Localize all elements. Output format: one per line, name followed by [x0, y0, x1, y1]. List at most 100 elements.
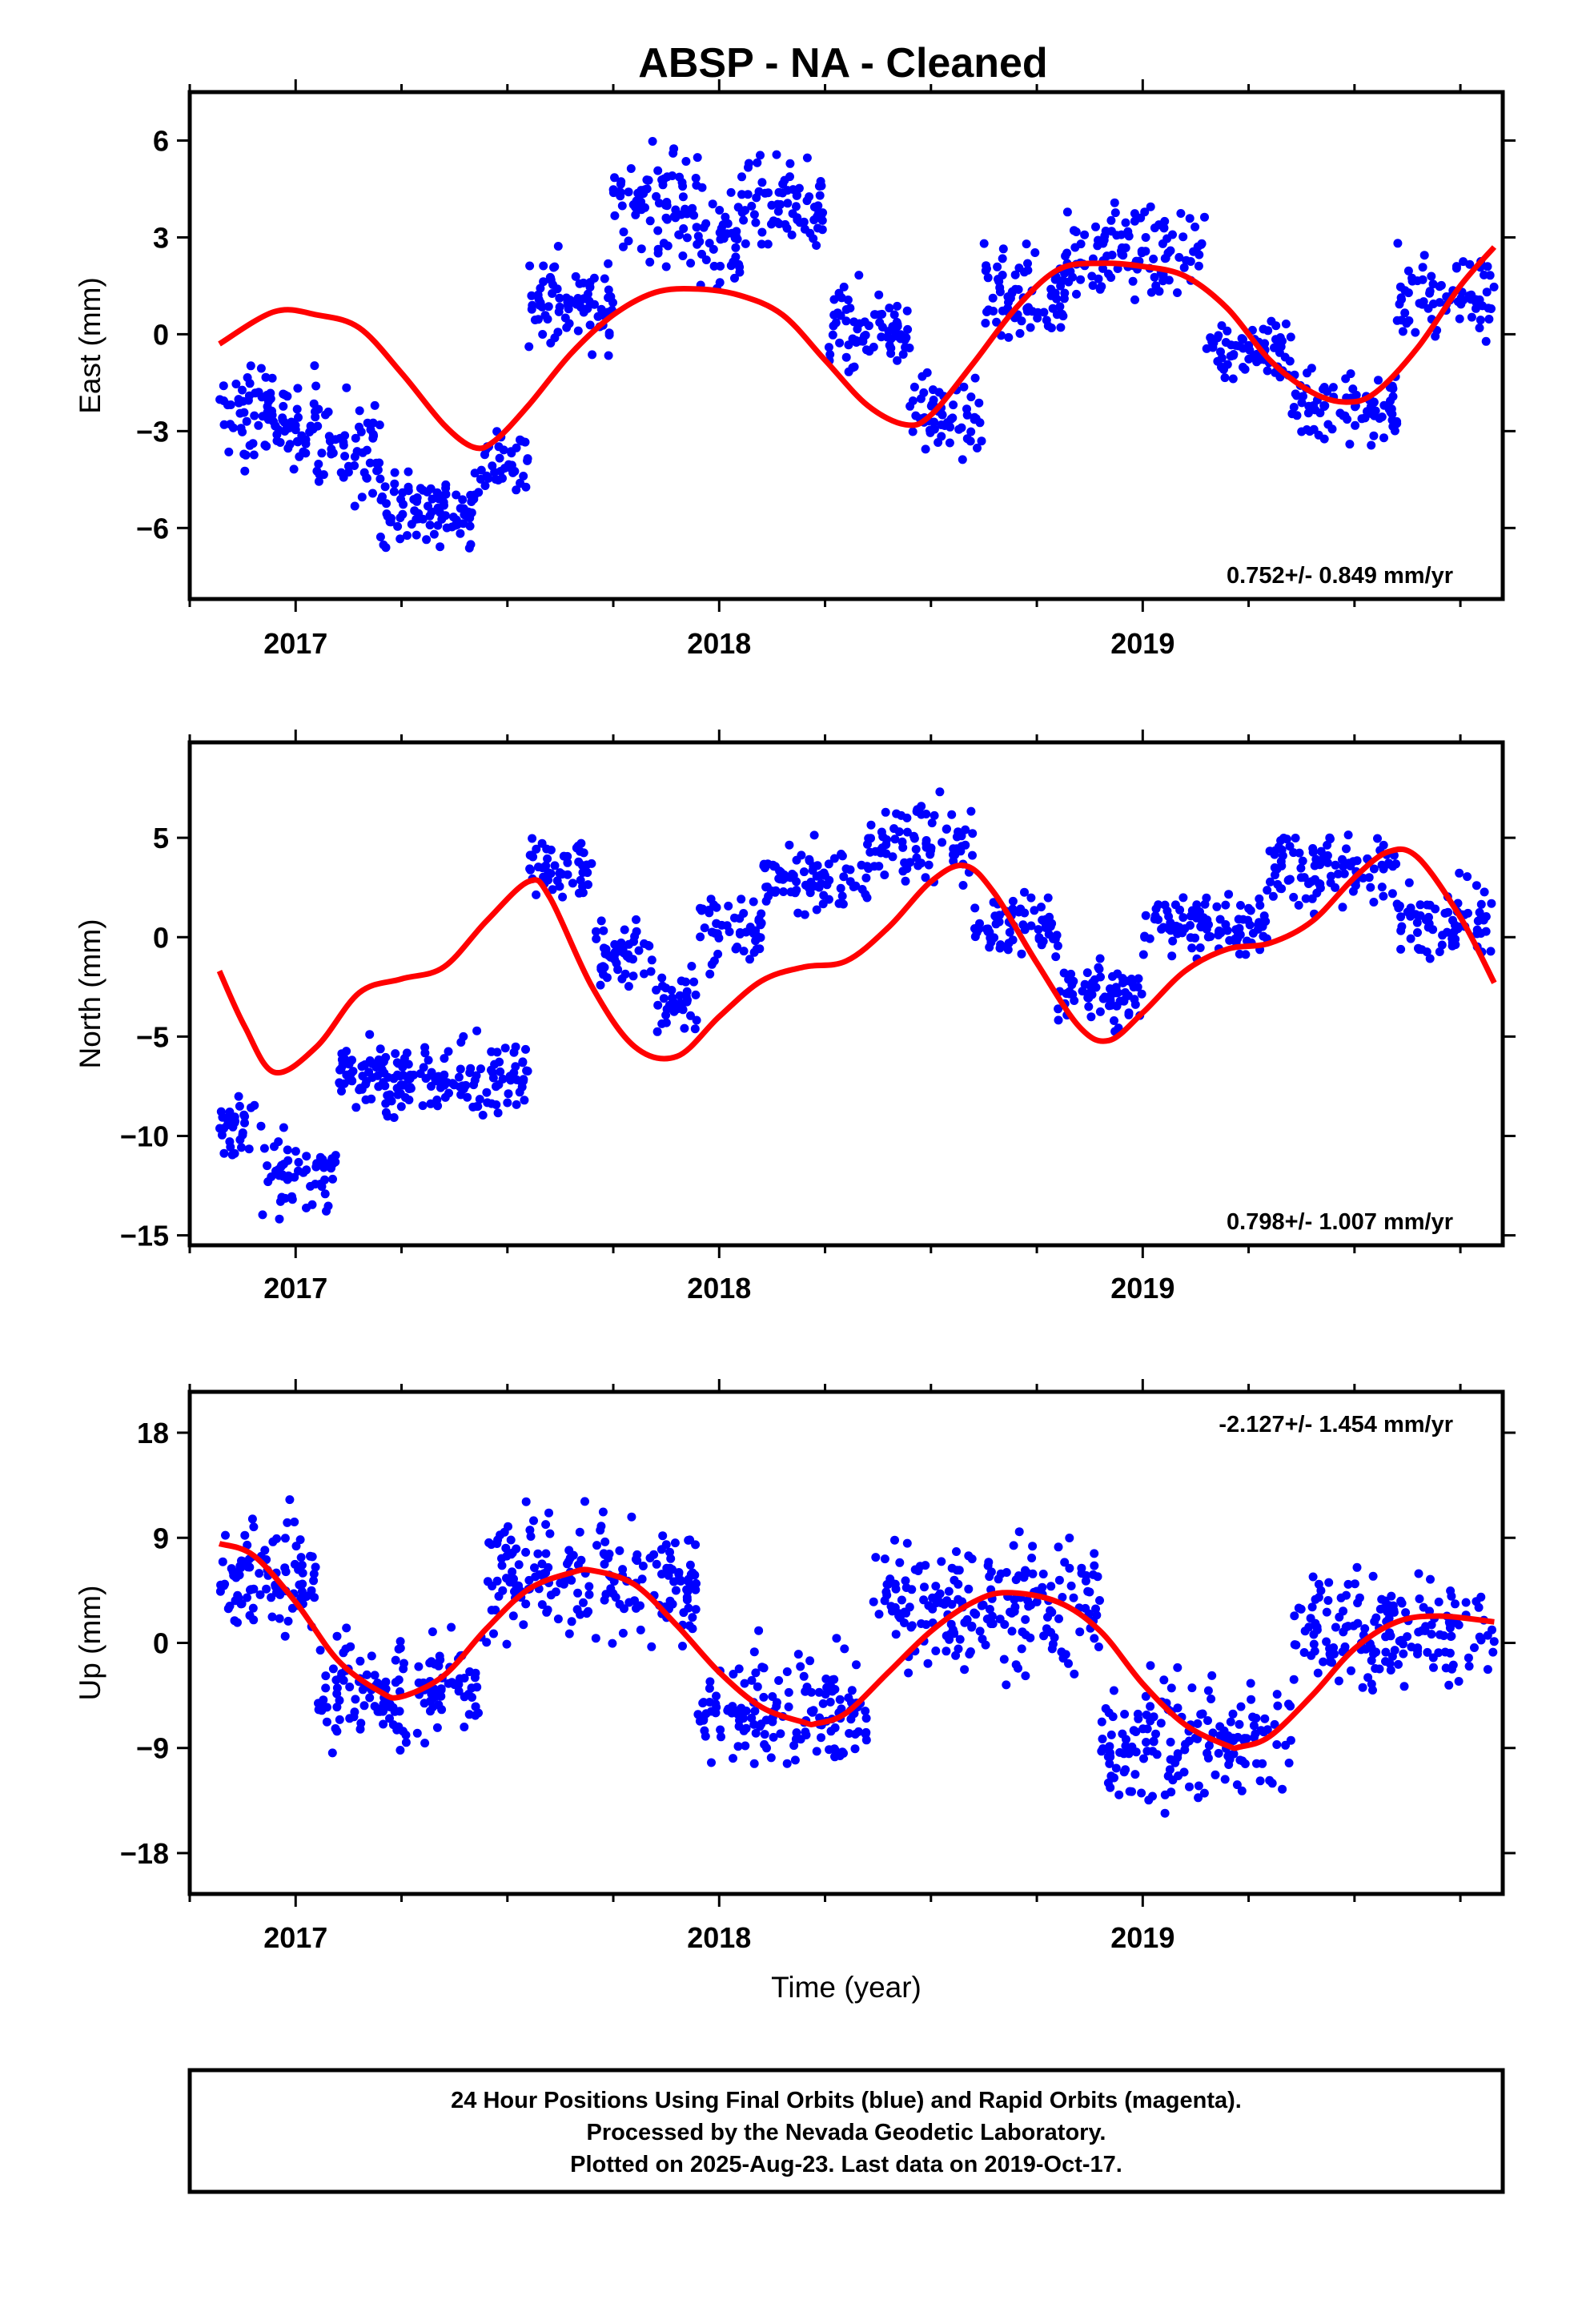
data-point	[737, 207, 747, 217]
data-point	[1121, 218, 1130, 227]
data-point	[294, 412, 303, 422]
data-point	[640, 185, 649, 195]
data-point	[1026, 893, 1036, 903]
data-point	[610, 939, 620, 949]
data-point	[1206, 932, 1215, 941]
data-point	[757, 1663, 767, 1672]
data-point	[1088, 1570, 1098, 1579]
data-point	[973, 444, 982, 452]
data-point	[563, 870, 572, 879]
data-point	[1294, 900, 1303, 910]
data-point	[660, 174, 669, 183]
data-point	[241, 450, 251, 460]
data-point	[575, 1527, 584, 1537]
data-point	[678, 192, 688, 202]
data-point	[812, 1747, 821, 1756]
data-point	[828, 330, 837, 340]
data-point	[784, 1687, 793, 1697]
data-point	[877, 827, 886, 837]
data-point	[1231, 934, 1240, 943]
data-point	[339, 1648, 348, 1658]
data-point	[640, 969, 648, 979]
data-point	[428, 1694, 437, 1703]
data-point	[537, 1600, 547, 1610]
y-tick-label: −9	[136, 1732, 169, 1765]
data-point	[1339, 1606, 1348, 1616]
data-point	[653, 226, 663, 235]
data-point	[1002, 1568, 1011, 1577]
data-point	[640, 939, 648, 948]
data-point	[998, 244, 1008, 254]
data-point	[832, 1634, 841, 1643]
data-point	[342, 383, 351, 392]
data-point	[406, 1084, 416, 1093]
data-point	[861, 1714, 871, 1723]
data-point	[487, 1047, 496, 1056]
data-point	[598, 962, 608, 971]
data-point	[1418, 300, 1427, 309]
data-point	[307, 1552, 317, 1562]
data-point	[1247, 1695, 1256, 1704]
data-point	[966, 1647, 975, 1656]
data-point	[696, 903, 705, 913]
data-point	[644, 175, 653, 185]
data-point	[368, 489, 377, 498]
data-point	[345, 1683, 355, 1691]
data-point	[931, 1647, 941, 1655]
rate-label: 0.752+/- 0.849 mm/yr	[1227, 563, 1453, 589]
data-point	[543, 1605, 552, 1614]
data-point	[631, 210, 640, 219]
data-point	[949, 844, 958, 854]
data-point	[1426, 1574, 1435, 1584]
data-point	[519, 1075, 528, 1084]
data-point	[774, 187, 784, 197]
data-point	[947, 810, 957, 819]
data-point	[450, 1680, 460, 1690]
data-point	[1297, 398, 1307, 408]
data-point	[357, 1062, 367, 1072]
data-point	[789, 1741, 799, 1751]
data-point	[1196, 923, 1206, 932]
data-point	[465, 521, 475, 531]
data-point	[600, 1537, 610, 1546]
data-point	[580, 294, 588, 304]
data-point	[219, 1148, 229, 1158]
data-point	[388, 1703, 398, 1712]
data-point	[400, 1093, 410, 1102]
data-point	[1483, 1630, 1492, 1640]
data-point	[1403, 288, 1413, 298]
data-point	[234, 1092, 243, 1101]
data-point	[379, 1057, 388, 1067]
data-point	[1339, 862, 1348, 871]
data-point	[497, 1554, 506, 1563]
data-point	[1146, 287, 1156, 297]
data-point	[1208, 1728, 1218, 1738]
data-point	[233, 1618, 242, 1627]
data-point	[1174, 1771, 1183, 1780]
data-point	[512, 485, 521, 495]
data-point	[902, 813, 912, 822]
data-point	[555, 869, 564, 878]
data-point	[666, 1554, 676, 1563]
data-point	[404, 467, 413, 476]
data-point	[995, 911, 1004, 920]
data-point	[1075, 1627, 1085, 1637]
data-point	[492, 1539, 502, 1548]
data-point	[1095, 1596, 1104, 1605]
data-point	[1303, 408, 1313, 418]
data-point	[428, 1627, 437, 1637]
data-point	[240, 466, 250, 476]
data-point	[1215, 915, 1225, 924]
y-tick-label: 18	[137, 1417, 169, 1449]
data-point	[793, 1650, 803, 1659]
data-point	[657, 1570, 666, 1579]
data-point	[847, 1686, 857, 1695]
data-point	[692, 1578, 701, 1588]
data-point	[1404, 878, 1414, 887]
data-point	[563, 1559, 572, 1569]
data-point	[741, 1723, 751, 1733]
data-point	[1106, 1752, 1115, 1762]
data-point	[889, 824, 899, 834]
